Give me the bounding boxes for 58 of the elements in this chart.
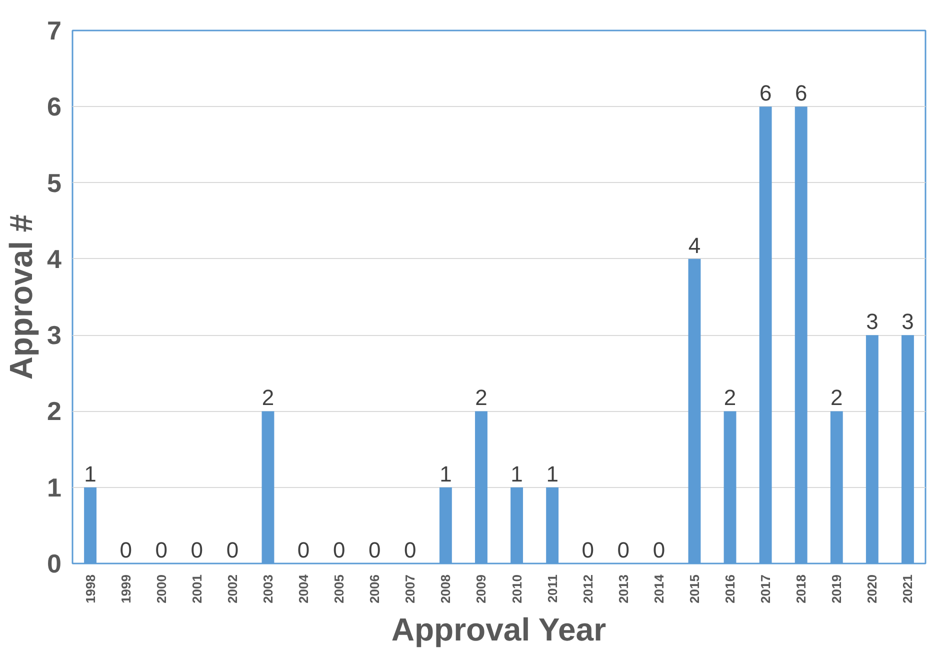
y-tick-label: 6 [47, 92, 62, 122]
x-tick-label: 2005 [332, 574, 347, 604]
x-tick-label: 2009 [474, 574, 489, 604]
data-label: 2 [475, 385, 488, 410]
data-label: 3 [902, 309, 914, 334]
data-label: 0 [652, 538, 666, 562]
data-label: 3 [866, 309, 878, 334]
data-label: 1 [546, 461, 558, 486]
x-tick-label: 2008 [438, 574, 454, 604]
data-label: 0 [617, 538, 630, 562]
data-label: 2 [830, 385, 843, 410]
x-tick-label: 2002 [224, 574, 240, 604]
data-label: 0 [190, 538, 204, 562]
y-axis-title: Approval # [3, 214, 40, 380]
x-tick-label: 2013 [616, 574, 631, 604]
x-tick-label: 2012 [580, 574, 596, 604]
x-tick-label: 2011 [544, 574, 560, 603]
data-label: 0 [332, 538, 346, 562]
data-label: 0 [368, 538, 381, 562]
data-label: 0 [404, 538, 416, 562]
x-tick-label: 2007 [402, 574, 418, 604]
x-tick-label: 2006 [367, 574, 382, 604]
data-label: 0 [297, 538, 310, 562]
x-tick-label: 2019 [829, 574, 844, 604]
data-label: 6 [794, 80, 808, 106]
data-label: 6 [759, 80, 772, 106]
data-label: 2 [724, 385, 736, 410]
x-axis-title: Approval Year [391, 611, 606, 648]
x-tick-label: 2015 [686, 574, 702, 604]
data-label: 1 [440, 461, 452, 486]
y-tick-label: 3 [47, 320, 62, 350]
y-tick-label: 1 [47, 472, 62, 502]
data-label: 0 [155, 538, 168, 562]
y-tick-label: 0 [47, 548, 62, 578]
data-label: 0 [226, 538, 239, 562]
data-label: 2 [262, 385, 274, 410]
data-label: 0 [582, 538, 594, 562]
x-tick-label: 2010 [509, 574, 524, 604]
data-label: 1 [84, 461, 96, 486]
x-tick-label: 2021 [900, 574, 916, 604]
x-tick-label: 2016 [722, 574, 738, 604]
x-tick-label: 2020 [864, 574, 880, 604]
y-tick-label: 5 [47, 168, 62, 198]
x-tick-label: 2014 [651, 574, 666, 604]
x-tick-label: 2018 [794, 574, 809, 604]
x-tick-label: 1998 [82, 574, 98, 604]
x-tick-label: 2000 [154, 574, 169, 604]
data-label: 4 [688, 232, 701, 258]
data-label: 1 [510, 461, 523, 486]
y-tick-label: 7 [47, 16, 62, 46]
x-tick-label: 2017 [758, 574, 774, 604]
data-label: 0 [120, 538, 132, 562]
x-tick-label: 2003 [260, 574, 276, 604]
x-tick-label: 2001 [189, 574, 204, 604]
x-tick-label: 2004 [296, 574, 312, 604]
y-tick-label: 4 [47, 244, 62, 274]
y-tick-label: 2 [47, 396, 62, 426]
x-tick-label: 1999 [118, 574, 134, 604]
